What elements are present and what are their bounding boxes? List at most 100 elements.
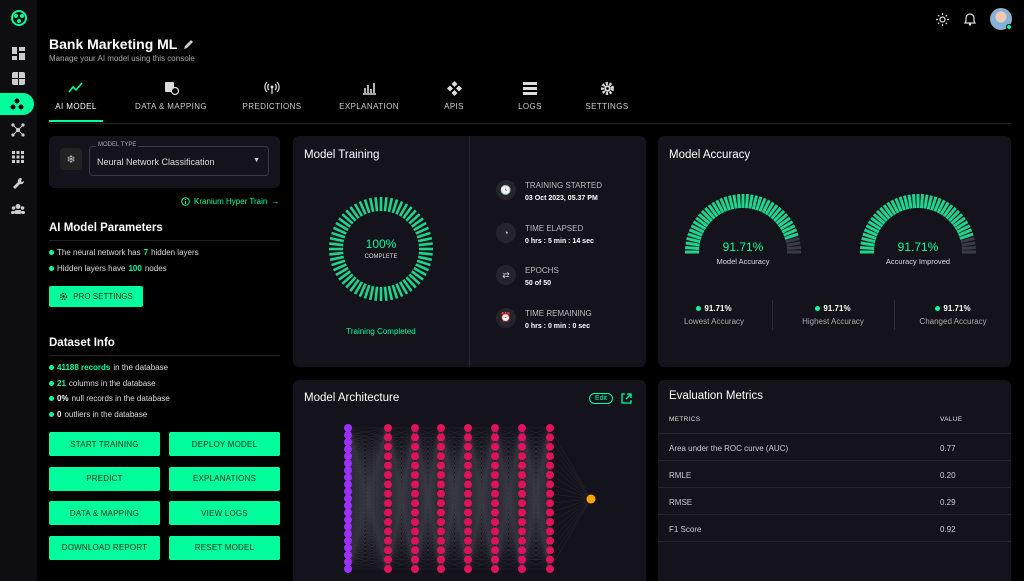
brand-logo[interactable] [10,9,28,27]
dataset-value: 0 [57,409,62,419]
ai-nodes-icon[interactable] [9,96,25,112]
hidden-node [491,508,499,517]
input-node [344,459,352,468]
progress-tick [395,200,404,215]
hidden-node [384,433,392,442]
main-tabs: AI MODEL DATA & MAPPING PREDICTIONS EXPLANA… [49,80,1011,124]
hidden-node [464,442,472,451]
dataset-info-line: 0% null records in the database [49,394,170,403]
gauge-tick [758,197,767,212]
hidden-node [464,471,472,479]
progress-tick [329,242,344,247]
gauge-tick [911,194,917,209]
hidden-node [384,546,392,555]
hidden-node [491,452,499,461]
progress-tick [417,255,433,262]
progress-tick [374,286,379,301]
bullet-dot [696,306,702,311]
progress-tick [391,284,399,299]
users-icon[interactable] [10,201,26,217]
tab-explanation[interactable]: EXPLANATION [339,80,399,122]
hidden-node [384,499,392,508]
progress-tick [332,263,347,272]
bullet-dot [49,411,54,417]
hidden-node [464,565,472,573]
progress-tick [410,217,424,228]
input-node [344,536,352,545]
tab-ai-model[interactable]: AI MODEL [49,80,103,122]
deploy-model-button[interactable]: DEPLOY MODEL [169,432,280,456]
model-accuracy-card: Model Accuracy 91.71% Model Accuracy 91.… [658,136,1011,367]
evaluation-metrics-card: Evaluation Metrics METRICS VALUE Area un… [658,380,1011,581]
tab-predictions[interactable]: PREDICTIONS [242,80,301,122]
training-stat-label: EPOCHS [525,266,559,275]
grid-icon[interactable] [10,70,26,86]
view-logs-button[interactable]: VIEW LOGS [169,501,280,525]
hidden-node [546,508,554,517]
top-toolbar [934,8,1012,30]
gauge-label: Model Accuracy [716,257,770,266]
model-type-select[interactable]: MODEL TYPE Neural Network Classification… [89,142,269,176]
progress-tick [353,203,364,217]
predict-button[interactable]: PREDICT [49,466,160,491]
user-avatar[interactable] [990,8,1012,30]
progress-tick [408,213,421,225]
bell-icon[interactable] [962,11,978,27]
tab-logs[interactable]: LOGS [517,80,543,122]
hyper-train-link[interactable]: Kranium Hyper Train → [181,197,279,206]
reset-model-button[interactable]: RESET MODEL [169,535,280,560]
progress-tick [413,266,427,277]
edit-button[interactable]: Edit [588,393,613,404]
training-status: Training Completed [346,327,416,336]
input-node [344,424,352,432]
pencil-icon[interactable] [183,39,194,50]
online-status-dot [1006,24,1012,30]
nav-rail [0,0,37,581]
apps-icon[interactable] [10,149,26,165]
pro-settings-button[interactable]: PRO SETTINGS [49,286,143,307]
input-node [344,543,352,552]
divider [49,240,280,241]
hidden-node [437,536,445,545]
tab-data-mapping[interactable]: DATA & MAPPING [135,80,207,122]
hidden-node [411,555,419,564]
training-stat-value: 03 Oct 2023, 05.37 PM [525,195,598,202]
metric-name: RMSE [669,498,693,507]
training-stat: 🕓 TRAINING STARTED 03 Oct 2023, 05.37 PM [496,180,602,202]
alarm-icon: ⏰ [496,307,516,328]
tab-settings[interactable]: SETTINGS [585,80,628,122]
hidden-node [464,546,472,555]
download-report-button[interactable]: DOWNLOAD REPORT [49,535,160,560]
hidden-node [411,508,419,517]
theme-toggle-icon[interactable] [934,11,950,27]
bullet-dot [49,266,54,271]
dashboard-icon[interactable] [10,45,26,61]
data-mapping-button[interactable]: DATA & MAPPING [49,501,160,525]
gauge-tick [860,241,875,247]
gauge-tick [719,197,728,212]
start-training-button[interactable]: START TRAINING [49,432,160,456]
bullet-dot [935,306,941,311]
tab-apis[interactable]: APIS [444,80,464,122]
wrench-icon[interactable] [10,175,26,191]
progress-tick [368,285,375,301]
hidden-node [411,518,419,526]
hidden-node [384,452,392,461]
hidden-node [411,433,419,442]
network-icon[interactable] [10,122,26,138]
gauge-tick [875,209,888,222]
external-link-icon[interactable] [621,393,632,404]
progress-tick [387,197,394,213]
model-training-card: Model Training 100% COMPLETE Training Co… [293,136,646,367]
input-node [344,480,352,489]
training-stat: ⇄ EPOCHS 50 of 50 [496,265,559,287]
tab-label: APIS [444,102,464,111]
progress-tick [383,286,388,301]
hidden-node [411,471,419,479]
hidden-node [518,471,526,479]
explanations-button[interactable]: EXPLANATIONS [169,466,280,491]
progress-tick [358,200,367,215]
hidden-node [546,499,554,508]
progress-tick [338,217,352,228]
progress-tick [363,199,371,214]
